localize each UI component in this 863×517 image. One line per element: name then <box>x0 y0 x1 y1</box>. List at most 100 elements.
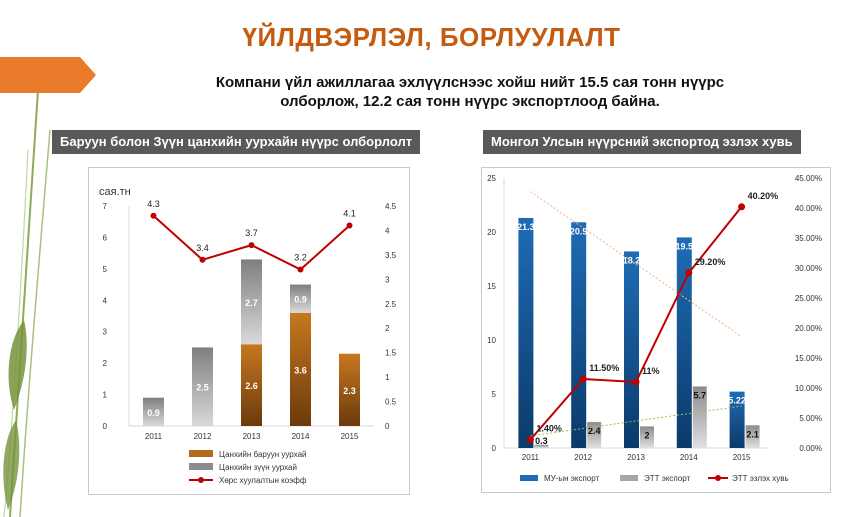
y-tick-label: 5 <box>492 390 497 399</box>
y-tick-label: 3 <box>103 328 108 337</box>
bar-data-label: 2 <box>644 430 649 440</box>
bar <box>241 344 262 426</box>
y-tick-label: 0 <box>103 422 108 431</box>
subtitle-line-1: Компани үйл ажиллагаа эхлүүлснээс хойш н… <box>215 74 725 91</box>
legend-label: ЭТТ эзлэх хувь <box>732 474 789 483</box>
y-tick-label: 4 <box>103 296 108 305</box>
bar-data-label: 20.9 <box>570 226 588 236</box>
bar-data-label: 5.7 <box>694 390 707 400</box>
line-point <box>738 203 746 211</box>
line-data-label: 4.1 <box>343 209 356 219</box>
bar-data-label: 18.2 <box>623 255 641 265</box>
x-tick-label: 2015 <box>733 453 751 462</box>
decorative-arrow <box>0 57 96 93</box>
bar <box>745 425 760 448</box>
line-data-label: 11.50% <box>589 363 619 373</box>
line-point <box>346 222 353 229</box>
bar-data-label: 2.7 <box>245 298 258 308</box>
bar <box>518 217 534 448</box>
legend-label: МУ-ын экспорт <box>544 474 600 483</box>
line-data-label: 3.2 <box>294 253 307 263</box>
legend-label: Хөрс хуулалтын коэфф <box>219 476 307 485</box>
y2-tick-label: 3.5 <box>385 251 397 260</box>
decorative-leaves <box>3 90 51 517</box>
y2-tick-label: 3 <box>385 275 390 284</box>
bar <box>692 386 707 448</box>
bar-data-label: 2.1 <box>746 429 759 439</box>
bar <box>534 444 549 448</box>
bar <box>640 426 654 448</box>
y2-tick-label: 1.5 <box>385 349 397 358</box>
bar-data-label: 19.5 <box>676 241 694 251</box>
x-tick-label: 2012 <box>194 432 212 441</box>
bar-data-label: 21.3 <box>517 222 535 232</box>
bar <box>143 397 164 426</box>
bar-data-label: 2.6 <box>245 381 258 391</box>
line-data-label: 4.3 <box>147 199 160 209</box>
y2-tick-label: 0.5 <box>385 398 397 407</box>
bar <box>676 237 692 448</box>
y-tick-label: 7 <box>103 202 108 211</box>
bar <box>241 259 262 345</box>
x-tick-label: 2012 <box>574 453 592 462</box>
right-chart-panel: 0 5 10 15 20 25 0.00% 5.00% 10.00% 15.00% 20.00% 25… <box>481 167 831 493</box>
legend-swatch-marker <box>715 475 721 481</box>
y2-tick-label: 0 <box>385 422 390 431</box>
y-tick-label: 15 <box>487 282 496 291</box>
y-tick-label: 20 <box>487 228 496 237</box>
legend-swatch <box>189 450 213 457</box>
y2-tick-label: 4 <box>385 226 390 235</box>
right-panel-title: Монгол Улсын нүүрсний экспортод эзлэх ху… <box>483 130 801 154</box>
x-tick-label: 2015 <box>341 432 359 441</box>
line-data-label: 1.40% <box>536 424 562 434</box>
y2-tick-label: 15.00% <box>795 354 822 363</box>
legend-label: Цанхийн зүүн уурхай <box>219 463 297 472</box>
y2-tick-label: 2 <box>385 324 390 333</box>
line-data-label: 40.20% <box>748 191 779 201</box>
y-tick-label: 10 <box>487 336 496 345</box>
y2-tick-label: 45.00% <box>795 174 822 183</box>
y2-tick-label: 10.00% <box>795 384 822 393</box>
y2-tick-label: 1 <box>385 373 390 382</box>
line-point <box>632 378 640 386</box>
legend-swatch-marker <box>198 477 204 483</box>
legend-label: Цанхийн баруун уурхай <box>219 450 306 459</box>
y2-tick-label: 20.00% <box>795 324 822 333</box>
trendline <box>530 191 742 338</box>
bar <box>290 284 311 313</box>
legend-swatch <box>520 475 538 481</box>
line-point <box>579 375 587 383</box>
subtitle-line-2: олборлож, 12.2 сая тонн нүүрс экспортлоо… <box>280 93 660 110</box>
y-tick-label: 2 <box>103 359 108 368</box>
bar-data-label: 2.5 <box>196 383 209 393</box>
y2-tick-label: 35.00% <box>795 234 822 243</box>
legend-swatch <box>189 463 213 470</box>
page-subtitle: Компани үйл ажиллагаа эхлүүлснээс хойш н… <box>120 73 820 111</box>
y2-tick-label: 2.5 <box>385 300 397 309</box>
y2-tick-label: 30.00% <box>795 264 822 273</box>
y-axis-label: сая.тн <box>99 186 131 198</box>
y2-tick-label: 4.5 <box>385 202 397 211</box>
bar <box>587 422 602 448</box>
bar <box>290 312 311 426</box>
y-tick-label: 0 <box>492 444 497 453</box>
x-tick-label: 2011 <box>145 432 163 441</box>
y-tick-label: 1 <box>103 391 108 400</box>
bar <box>339 353 360 426</box>
line-point <box>685 269 693 277</box>
bar-data-label: 2.4 <box>588 426 601 436</box>
left-chart: сая.тн 0 1 2 3 4 5 6 7 0 0.5 1 1.5 2 2.5 3 3.5 4 4.5 2011 20… <box>99 186 397 485</box>
legend-label: ЭТТ экспорт <box>644 474 690 483</box>
left-panel-title: Баруун болон Зүүн цанхийн уурхайн нүүрс … <box>52 130 421 154</box>
trendline <box>530 405 742 437</box>
bar-data-label: 3.6 <box>294 365 307 375</box>
y-tick-label: 5 <box>103 265 108 274</box>
x-tick-label: 2014 <box>292 432 310 441</box>
line-point <box>526 436 534 444</box>
bar-data-label: 0.3 <box>535 436 548 446</box>
x-tick-label: 2014 <box>680 453 698 462</box>
line-data-label: 3.4 <box>196 243 209 253</box>
x-tick-label: 2013 <box>243 432 261 441</box>
bar <box>624 251 639 448</box>
bar-data-label: 2.3 <box>343 386 356 396</box>
